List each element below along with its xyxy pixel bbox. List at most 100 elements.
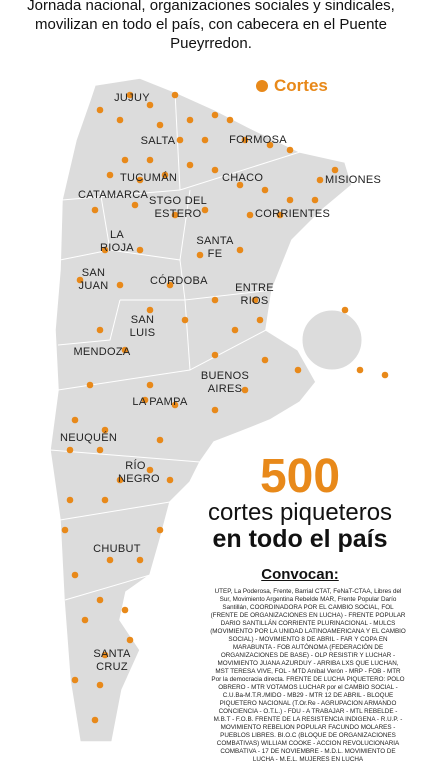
corte-dot: [276, 211, 284, 219]
corte-dot: [171, 91, 179, 99]
corte-dot: [146, 101, 154, 109]
corte-dot: [246, 211, 254, 219]
corte-dot: [201, 136, 209, 144]
province-label: CÓRDOBA: [150, 275, 208, 287]
corte-dot: [81, 616, 89, 624]
corte-dot: [266, 141, 274, 149]
corte-dot: [71, 676, 79, 684]
corte-dot: [91, 206, 99, 214]
province-label: MENDOZA: [73, 346, 131, 358]
corte-dot: [66, 446, 74, 454]
corte-dot: [331, 166, 339, 174]
province-label: MISIONES: [325, 174, 382, 186]
province-label: CATAMARCA: [78, 189, 149, 201]
corte-dot: [211, 296, 219, 304]
corte-dot: [131, 201, 139, 209]
corte-dot: [166, 476, 174, 484]
legend: Cortes: [256, 76, 328, 96]
amba-inset: [301, 309, 363, 371]
corte-dot: [176, 136, 184, 144]
province-label: SAN JUAN: [78, 267, 109, 292]
corte-dot: [241, 386, 249, 394]
corte-dot: [96, 596, 104, 604]
headline-line2: en todo el país: [212, 525, 388, 553]
corte-dot: [136, 246, 144, 254]
headline-number: 500: [259, 450, 341, 503]
corte-dot: [236, 246, 244, 254]
province-label: CHUBUT: [93, 543, 141, 555]
corte-dot: [181, 316, 189, 324]
corte-dot: [294, 366, 302, 374]
corte-dot: [186, 116, 194, 124]
corte-dot: [211, 166, 219, 174]
cortes-dots: [61, 91, 389, 724]
corte-dot: [71, 416, 79, 424]
corte-dot: [356, 366, 364, 374]
corte-dot: [146, 466, 154, 474]
corte-dot: [171, 401, 179, 409]
province-label: TUCUMÁN: [120, 172, 178, 184]
province-label: JUJUY: [114, 92, 150, 104]
province-label: BUENOS AIRES: [200, 370, 250, 395]
corte-dot: [161, 171, 169, 179]
corte-dot: [256, 316, 264, 324]
corte-dot: [96, 681, 104, 689]
corte-dot: [241, 136, 249, 144]
corte-dot: [71, 571, 79, 579]
province-label: SALTA: [140, 135, 176, 147]
corte-dot: [121, 156, 129, 164]
corte-dot: [261, 356, 269, 364]
province-label: NEUQUÉN: [60, 432, 118, 444]
corte-dot: [146, 381, 154, 389]
corte-dot: [341, 306, 349, 314]
corte-dot: [126, 91, 134, 99]
corte-dot: [61, 526, 69, 534]
province-label: STGO DEL ESTERO: [148, 195, 208, 220]
corte-dot: [96, 326, 104, 334]
corte-dot: [101, 246, 109, 254]
corte-dot: [106, 171, 114, 179]
corte-dot: [121, 346, 129, 354]
corte-dot: [106, 556, 114, 564]
province-label: CHACO: [222, 172, 264, 184]
corte-dot: [226, 116, 234, 124]
corte-dot: [286, 146, 294, 154]
corte-dot: [196, 251, 204, 259]
corte-dot: [91, 716, 99, 724]
corte-dot: [86, 381, 94, 389]
corte-dot: [136, 556, 144, 564]
corte-dot: [236, 181, 244, 189]
corte-dot: [201, 206, 209, 214]
corte-dot: [66, 496, 74, 504]
corte-dot: [316, 176, 324, 184]
corte-dot: [116, 476, 124, 484]
corte-dot: [186, 161, 194, 169]
corte-dot: [171, 211, 179, 219]
corte-dot: [286, 196, 294, 204]
corte-dot: [146, 306, 154, 314]
province-label: LA RIOJA: [100, 229, 134, 254]
corte-dot: [101, 651, 109, 659]
corte-dot: [381, 371, 389, 379]
corte-dot: [96, 106, 104, 114]
corte-dot: [146, 156, 154, 164]
corte-dot: [156, 121, 164, 129]
legend-dot: [256, 80, 268, 92]
convocan-heading: Convocan:: [261, 566, 339, 583]
corte-dot: [251, 296, 259, 304]
title: Jornada nacional, organizaciones sociale…: [27, 0, 395, 52]
corte-dot: [166, 281, 174, 289]
province-label: RÍO NEGRO: [118, 460, 160, 485]
corte-dot: [311, 196, 319, 204]
argentina-shape: [49, 77, 353, 743]
corte-dot: [261, 186, 269, 194]
corte-dot: [156, 526, 164, 534]
corte-dot: [96, 446, 104, 454]
corte-dot: [101, 496, 109, 504]
corte-dot: [211, 351, 219, 359]
corte-dot: [231, 326, 239, 334]
legend-label: Cortes: [274, 76, 328, 95]
province-label: FORMOSA: [229, 134, 287, 146]
